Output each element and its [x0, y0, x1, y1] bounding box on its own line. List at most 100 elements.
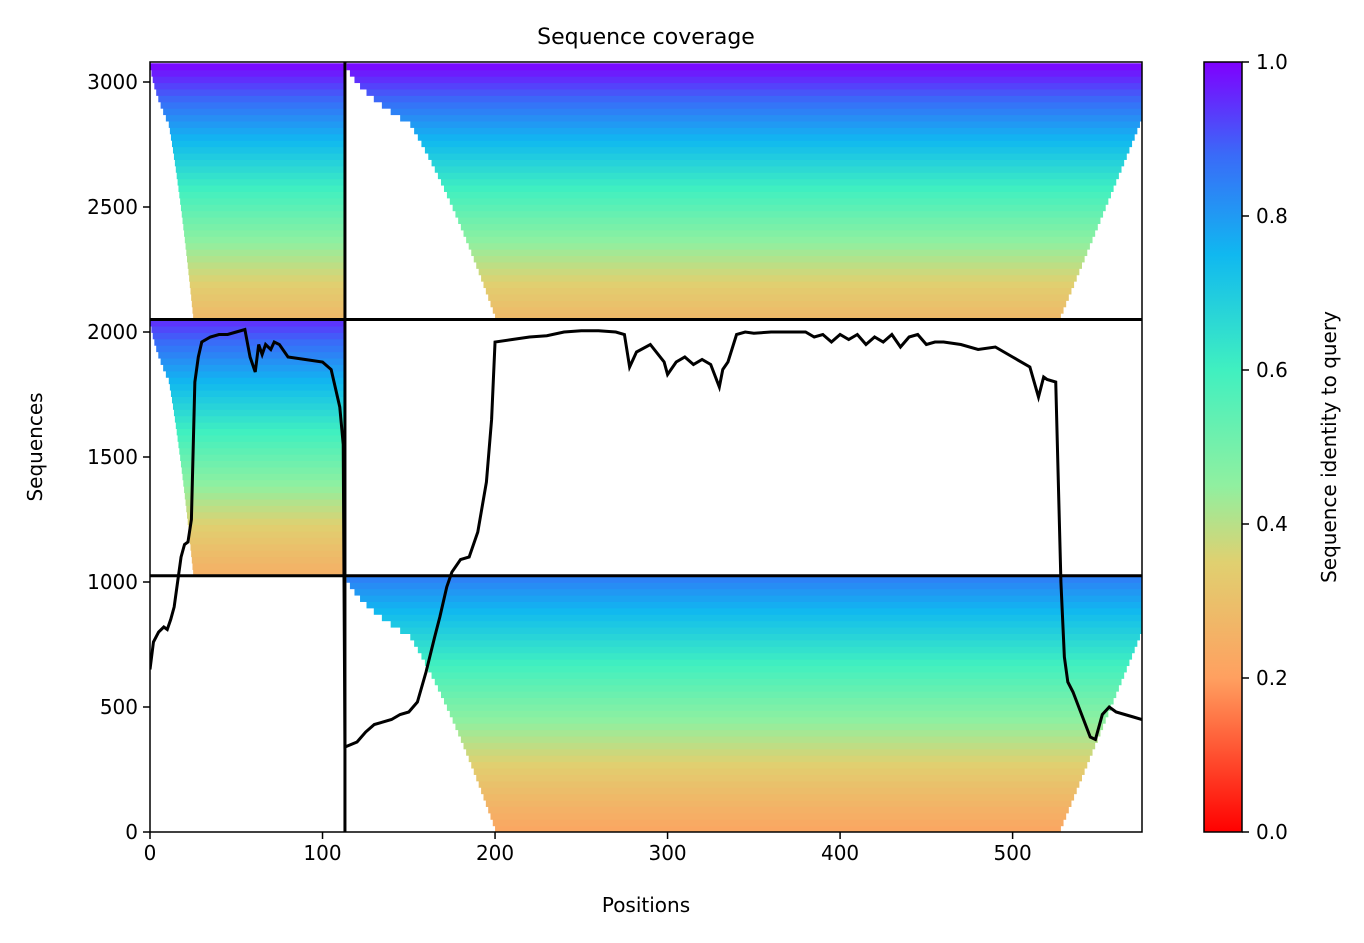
x-tick-label: 400 — [821, 841, 859, 865]
msa-band — [183, 479, 345, 487]
msa-band — [417, 646, 1135, 654]
msa-band — [187, 518, 345, 526]
msa-band — [490, 812, 1067, 820]
msa-band — [400, 627, 1142, 635]
msa-band — [481, 274, 1077, 282]
msa-band — [458, 217, 1101, 225]
coverage-line — [150, 327, 1142, 750]
msa-band — [170, 133, 345, 141]
msa-band — [191, 550, 345, 558]
msa-band — [189, 537, 345, 545]
msa-band — [154, 338, 345, 346]
msa-band — [171, 140, 345, 148]
msa-band — [478, 780, 1080, 788]
msa-band — [400, 114, 1142, 122]
msa-band — [495, 825, 1061, 832]
msa-block-chain-2-paired — [346, 63, 1142, 321]
colorbar-tick-label: 1.0 — [1256, 50, 1288, 74]
msa-band — [169, 383, 345, 391]
msa-band — [476, 261, 1082, 269]
msa-band — [424, 146, 1130, 154]
msa-band — [452, 204, 1106, 212]
msa-band — [177, 178, 345, 186]
msa-band — [428, 665, 1127, 673]
msa-band — [176, 172, 345, 180]
msa-block-chain-2-unpaired — [346, 575, 1142, 832]
msa-band — [174, 159, 345, 167]
msa-band — [414, 127, 1138, 135]
msa-band — [421, 140, 1133, 148]
msa-band — [168, 120, 345, 128]
msa-block-chain-1-paired — [150, 63, 345, 321]
msa-band — [163, 108, 345, 116]
x-tick-label: 200 — [476, 841, 514, 865]
msa-band — [172, 402, 345, 410]
msa-band — [192, 306, 345, 314]
msa-band — [156, 88, 345, 96]
msa-band — [180, 204, 345, 212]
msa-band — [492, 306, 1064, 314]
msa-band — [354, 588, 1142, 596]
msa-band — [460, 735, 1098, 743]
msa-band — [184, 236, 345, 244]
x-tick-label: 0 — [144, 841, 157, 865]
msa-band — [471, 761, 1088, 769]
msa-band — [455, 210, 1104, 218]
msa-band — [185, 242, 345, 250]
msa-band — [478, 268, 1080, 276]
x-tick-label: 100 — [303, 841, 341, 865]
msa-band — [187, 511, 345, 519]
msa-band — [437, 172, 1119, 180]
msa-band — [183, 223, 345, 231]
msa-band — [490, 300, 1067, 308]
msa-band — [443, 697, 1114, 705]
y-tick-label: 1000 — [87, 570, 138, 594]
msa-band — [191, 300, 345, 308]
msa-band — [150, 319, 345, 327]
msa-band — [182, 473, 345, 481]
msa-band — [182, 217, 345, 225]
msa-band — [434, 165, 1122, 173]
msa-band — [443, 184, 1114, 192]
msa-band — [168, 377, 345, 385]
msa-band — [185, 498, 345, 506]
msa-band — [492, 819, 1064, 827]
msa-band — [468, 755, 1090, 763]
msa-band — [184, 486, 345, 494]
msa-band — [354, 76, 1142, 84]
msa-band — [188, 268, 345, 276]
x-tick-label: 500 — [994, 841, 1032, 865]
msa-band — [431, 671, 1125, 679]
msa-band — [173, 409, 345, 417]
msa-band — [366, 601, 1142, 609]
msa-band — [488, 293, 1069, 301]
msa-band — [179, 191, 345, 199]
msa-band — [473, 255, 1085, 263]
msa-band — [468, 242, 1090, 250]
msa-band — [463, 742, 1096, 750]
msa-band — [187, 261, 345, 269]
msa-band — [360, 82, 1142, 90]
msa-band — [485, 799, 1072, 807]
msa-band — [173, 152, 345, 160]
msa-band — [189, 274, 345, 282]
colorbar-tick-label: 0.8 — [1256, 204, 1288, 228]
msa-band — [466, 236, 1093, 244]
msa-band — [481, 787, 1077, 795]
msa-band — [440, 691, 1117, 699]
msa-band — [152, 332, 345, 340]
msa-band — [458, 729, 1101, 737]
msa-band — [180, 454, 345, 462]
msa-band — [434, 678, 1122, 686]
msa-band — [417, 133, 1135, 141]
msa-band — [446, 703, 1111, 711]
y-axis-label: Sequences — [23, 392, 47, 501]
msa-band — [150, 63, 345, 71]
msa-band — [184, 492, 345, 500]
msa-band — [452, 716, 1106, 724]
msa-band — [158, 351, 345, 359]
msa-band — [460, 223, 1098, 231]
msa-band — [187, 255, 345, 263]
msa-band — [179, 447, 345, 455]
